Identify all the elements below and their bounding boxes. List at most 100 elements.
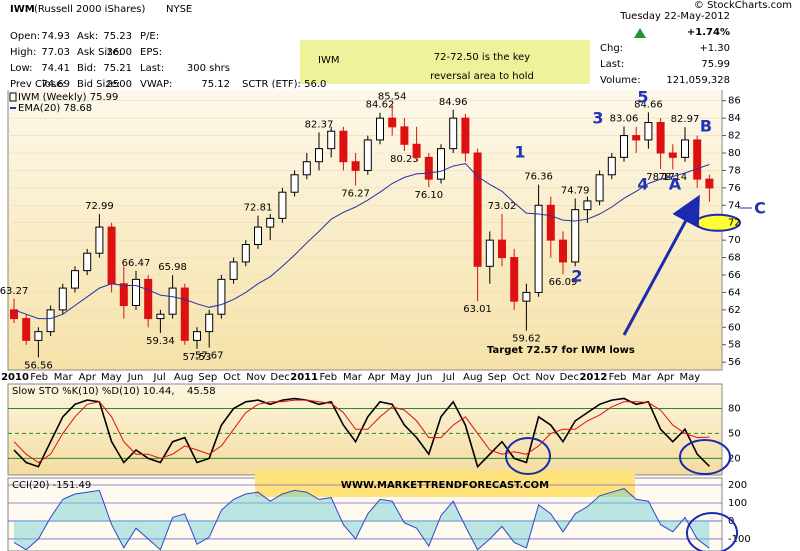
candle-body [546, 204, 555, 241]
price-label: 84.62 [366, 100, 395, 111]
x-tick-label: 2011 [290, 372, 318, 383]
target-text: Target 72.57 for IWM lows [487, 345, 635, 356]
stat-label: Last: [600, 59, 624, 70]
website-text: WWW.MARKETTRENDFORECAST.COM [341, 480, 549, 491]
price-label: 72.99 [85, 201, 114, 212]
price-label: 66.09 [549, 277, 578, 288]
x-tick-label: Feb [30, 372, 48, 383]
info-label: Ask: [77, 31, 98, 42]
x-tick-label: Jul [153, 372, 166, 383]
info-label: P/E: [140, 31, 159, 42]
stat-value: 121,059,328 [666, 75, 730, 86]
note-text: 72-72.50 is the key [434, 52, 530, 63]
symbol: IWM [10, 4, 35, 15]
price-label: 78.17 [646, 172, 675, 183]
info-label: High: [10, 47, 36, 58]
info-value: 74.93 [41, 31, 70, 42]
circle-highlight [686, 512, 738, 551]
wave-label: 5 [637, 88, 648, 107]
price-label: 76.27 [341, 189, 370, 200]
candle-body [412, 143, 421, 158]
price-label: 59.62 [512, 334, 541, 345]
x-tick-label: Aug [174, 372, 194, 383]
price-label: 57.53 [183, 352, 212, 363]
info-value: 300 shrs [187, 63, 230, 74]
indicator-title: Slow STO %K(10) %D(10) 10.44, [12, 386, 175, 397]
info-label: Last: [140, 63, 164, 74]
candle-body [620, 135, 628, 158]
x-tick-label: Nov [535, 372, 555, 383]
x-tick-label: Nov [246, 372, 266, 383]
price-label: 73.02 [488, 201, 517, 212]
indicator-value: 45.58 [187, 386, 216, 397]
stat-label: Volume: [600, 75, 641, 86]
x-tick-label: Jun [127, 372, 144, 383]
y-tick-label: 200 [728, 480, 747, 491]
change-pct: +1.74% [687, 27, 730, 38]
candle-body [607, 156, 616, 176]
cci-area [14, 488, 710, 550]
y-tick-label: 60 [728, 322, 741, 333]
candle-body [498, 239, 506, 259]
price-label: 74.79 [561, 185, 590, 196]
legend-swatch [9, 92, 17, 102]
price-label: 63.01 [463, 304, 492, 315]
up-arrow [634, 28, 646, 38]
info-label: Bid: [77, 63, 96, 74]
candle-body [34, 331, 43, 341]
candle-body [668, 152, 677, 158]
info-label: VWAP: [140, 79, 172, 90]
x-tick-label: Oct [512, 372, 529, 383]
y-tick-label: 84 [728, 113, 741, 124]
candle-body [217, 278, 226, 315]
candle-body [46, 309, 55, 333]
candle-body [632, 135, 641, 141]
info-label: Prev Close: [10, 79, 66, 90]
x-tick-label: Feb [609, 372, 627, 383]
candle-body [254, 226, 262, 246]
candle-body [71, 270, 79, 289]
x-tick-label: Mar [54, 372, 74, 383]
wave-label: C [754, 199, 766, 218]
x-tick-label: Aug [463, 372, 483, 383]
price-label: 59.34 [146, 336, 175, 347]
x-tick-label: May [679, 372, 700, 383]
candle-body [388, 117, 397, 128]
x-tick-label: May [101, 372, 122, 383]
info-label: Ask Size: [77, 47, 122, 58]
wave-label: 3 [592, 109, 603, 128]
candle-body [571, 209, 580, 263]
candle-body [681, 139, 689, 158]
candle-body [595, 174, 604, 202]
candle-body [644, 122, 653, 141]
candle-body [266, 217, 275, 228]
x-tick-label: Jun [416, 372, 433, 383]
cci-group [8, 484, 722, 551]
candle-body [278, 191, 287, 219]
candle-body [229, 261, 238, 280]
y-tick-label: 50 [728, 428, 741, 439]
y-tick-label: 80 [728, 403, 741, 414]
candle-body [534, 204, 543, 293]
price-label: 82.97 [671, 114, 700, 125]
price-label: 82.37 [305, 119, 334, 130]
info-value: 75.23 [103, 31, 132, 42]
x-tick-label: Mar [343, 372, 363, 383]
candle-body [10, 309, 18, 320]
stat-value: 75.99 [701, 59, 730, 70]
y-tick-label: 64 [728, 287, 741, 298]
y-tick-label: 20 [728, 453, 741, 464]
candle-body [339, 130, 348, 163]
x-tick-label: Feb [319, 372, 337, 383]
price-label: 85.54 [378, 92, 407, 103]
wave-label: B [700, 117, 712, 136]
price-label: 78.14 [658, 172, 687, 183]
candle-body [95, 226, 104, 254]
info-value: 3600 [107, 47, 132, 58]
price-label: 56.56 [24, 360, 53, 371]
y-tick-label: 86 [728, 96, 741, 107]
indicator-line [13, 399, 710, 464]
candle-body [156, 313, 165, 320]
wave-label: A [669, 175, 682, 194]
